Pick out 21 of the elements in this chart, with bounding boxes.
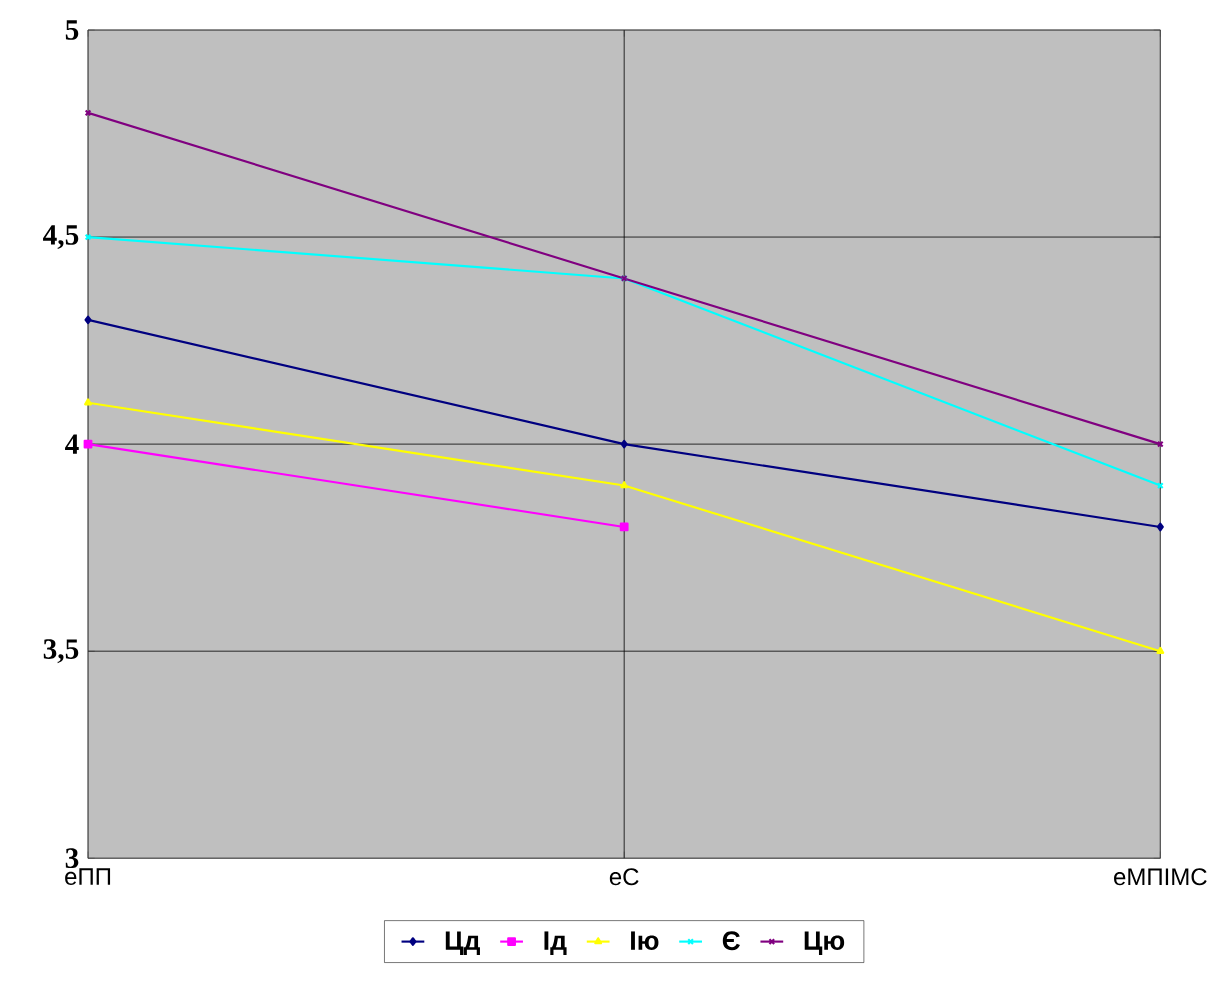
point [620, 439, 628, 449]
point [84, 398, 92, 406]
legend-label: Цю [804, 931, 845, 955]
x-tick-label: еПП [65, 868, 111, 885]
y-tick-label: 3,5 [43, 639, 79, 664]
point [84, 315, 92, 325]
x-tick-label: еС [609, 868, 639, 886]
point [620, 481, 629, 489]
legend-label: Ід [544, 931, 567, 955]
legend-label: Цд [445, 931, 480, 955]
y-tick-label: 5 [65, 20, 79, 40]
point [83, 439, 93, 449]
y-tick-label: 3 [65, 848, 79, 868]
y-tick-label: 4,5 [43, 225, 79, 249]
x-tick-label: еМПІМС [1114, 868, 1207, 886]
y-tick-label: 4 [65, 434, 79, 454]
legend-label: Є [722, 931, 740, 951]
legend-label: Ію [631, 931, 659, 950]
point [1156, 646, 1165, 654]
point [619, 522, 629, 532]
point [1156, 522, 1164, 532]
